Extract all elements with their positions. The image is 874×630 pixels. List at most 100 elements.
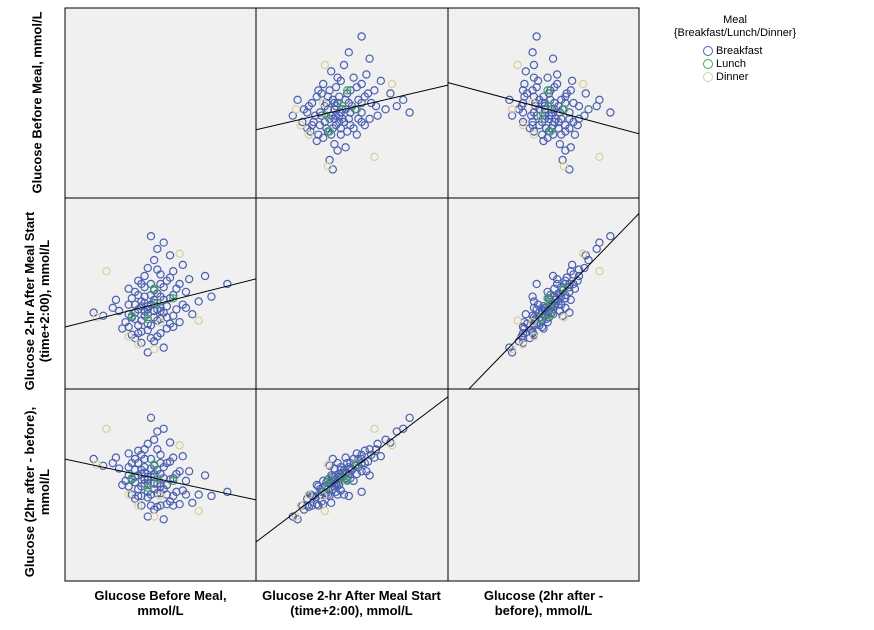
point-breakfast — [146, 413, 156, 422]
point-breakfast — [569, 117, 578, 127]
point-lunch — [127, 473, 137, 483]
point-dinner — [320, 506, 329, 516]
point-breakfast — [175, 500, 184, 509]
point-breakfast — [108, 303, 117, 313]
point-breakfast — [127, 294, 137, 303]
point-breakfast — [165, 438, 175, 447]
point-breakfast — [561, 290, 570, 300]
point-breakfast — [153, 502, 162, 512]
point-breakfast — [331, 82, 341, 92]
point-dinner — [529, 130, 539, 139]
point-breakfast — [153, 445, 162, 454]
point-breakfast — [328, 454, 337, 464]
point-breakfast — [153, 332, 162, 341]
legend-label: Lunch — [716, 57, 746, 70]
point-breakfast — [143, 512, 152, 521]
point-breakfast — [159, 424, 168, 433]
point-lunch — [338, 473, 347, 483]
point-dinner — [320, 60, 329, 70]
point-breakfast — [557, 114, 566, 124]
point-breakfast — [134, 290, 143, 300]
row-label-after: Glucose 2-hr After Meal Start (time+2:00… — [22, 211, 52, 391]
point-breakfast — [169, 453, 178, 462]
point-breakfast — [207, 491, 216, 501]
point-breakfast — [529, 73, 539, 82]
point-breakfast — [365, 54, 374, 63]
panel-2-1 — [255, 388, 449, 582]
point-breakfast — [312, 480, 321, 490]
point-breakfast — [365, 114, 374, 124]
point-breakfast — [156, 482, 165, 491]
point-breakfast — [558, 311, 567, 320]
point-breakfast — [336, 130, 345, 139]
point-breakfast — [376, 452, 385, 461]
point-breakfast — [580, 263, 589, 273]
point-breakfast — [181, 490, 191, 499]
point-dinner — [175, 441, 184, 450]
point-breakfast — [363, 89, 373, 98]
point-breakfast — [357, 467, 366, 476]
point-breakfast — [134, 458, 143, 468]
point-breakfast — [565, 279, 574, 289]
point-dinner — [134, 501, 143, 510]
point-dinner — [387, 79, 397, 89]
point-lunch — [169, 294, 178, 303]
point-breakfast — [159, 343, 168, 352]
point-breakfast — [528, 48, 537, 57]
legend-item-dinner: Dinner — [703, 70, 815, 83]
point-dinner — [175, 249, 184, 258]
point-lunch — [127, 311, 137, 320]
point-breakfast — [172, 305, 181, 314]
point-breakfast — [584, 105, 593, 114]
point-breakfast — [184, 467, 194, 476]
point-breakfast — [156, 458, 165, 468]
point-breakfast — [130, 300, 140, 309]
fit-line-2-1 — [256, 396, 448, 543]
panel-points-1-0 — [65, 231, 256, 357]
legend-subtitle: {Breakfast/Lunch/Dinner} — [673, 27, 797, 39]
point-dinner — [370, 424, 379, 433]
point-breakfast — [352, 130, 361, 139]
point-dinner — [304, 490, 313, 499]
point-breakfast — [381, 105, 390, 114]
point-breakfast — [552, 79, 562, 89]
panel-1-2 — [447, 197, 640, 390]
point-breakfast — [548, 271, 558, 281]
point-breakfast — [339, 60, 349, 70]
point-dinner — [507, 105, 517, 114]
point-dinner — [323, 162, 333, 171]
point-dinner — [595, 267, 604, 276]
point-breakfast — [555, 139, 565, 149]
point-breakfast — [532, 32, 541, 41]
point-lunch — [546, 311, 555, 320]
point-breakfast — [330, 98, 339, 108]
point-dinner — [291, 105, 301, 114]
point-breakfast — [156, 279, 165, 289]
point-lunch — [325, 127, 334, 136]
point-lunch — [149, 460, 159, 469]
fit-line-0-1 — [256, 84, 448, 131]
col-label-before: Glucose Before Meal, mmol/L — [94, 588, 227, 618]
point-breakfast — [349, 73, 358, 82]
point-breakfast — [169, 322, 178, 332]
point-lunch — [343, 86, 352, 95]
point-breakfast — [357, 79, 366, 89]
point-breakfast — [566, 295, 575, 305]
point-breakfast — [561, 303, 570, 313]
point-breakfast — [338, 114, 347, 124]
point-breakfast — [552, 70, 562, 79]
point-lunch — [325, 473, 334, 483]
point-breakfast — [357, 98, 366, 108]
point-breakfast — [333, 458, 342, 468]
point-breakfast — [357, 450, 366, 460]
point-breakfast — [517, 332, 526, 341]
point-dinner — [296, 120, 305, 130]
point-dinner — [559, 162, 569, 171]
point-breakfast — [200, 271, 210, 281]
point-breakfast — [373, 439, 382, 449]
panel-points-0-1 — [256, 32, 448, 174]
point-breakfast — [606, 231, 615, 241]
point-lunch — [559, 105, 569, 114]
fit-line-2-0 — [65, 458, 256, 501]
